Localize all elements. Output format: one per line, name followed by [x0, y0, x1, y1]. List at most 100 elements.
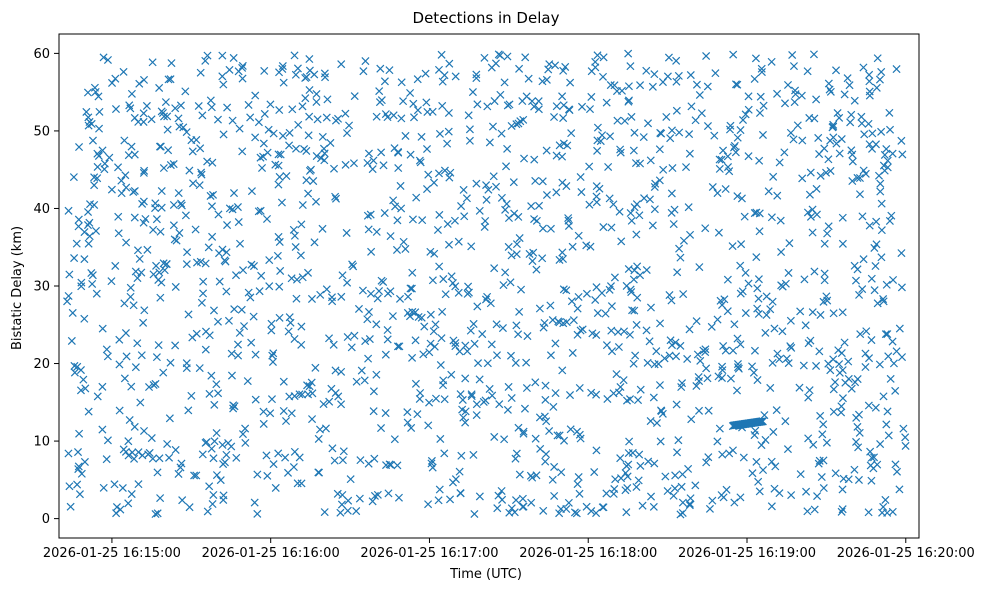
data-point [872, 83, 881, 92]
data-point [877, 253, 886, 262]
data-point [232, 453, 241, 462]
data-point [269, 129, 278, 138]
data-point [469, 319, 478, 328]
data-point [674, 71, 683, 80]
data-point [305, 86, 314, 95]
data-point [414, 312, 423, 322]
data-point [613, 116, 622, 125]
data-point [723, 163, 733, 172]
data-point [828, 123, 837, 132]
data-point [699, 346, 708, 355]
data-point [111, 261, 120, 270]
data-point [222, 287, 231, 296]
data-point [483, 102, 492, 111]
data-point [638, 501, 647, 510]
data-point [304, 131, 313, 140]
data-point [350, 92, 359, 101]
data-point [625, 395, 635, 404]
data-point [755, 156, 764, 165]
data-point [380, 209, 389, 218]
data-point [312, 89, 321, 99]
data-point [397, 114, 406, 123]
data-point [438, 101, 447, 110]
data-point [285, 392, 294, 401]
data-point [119, 67, 128, 76]
data-point [212, 471, 221, 480]
data-point [850, 465, 859, 474]
data-point [437, 334, 446, 343]
data-point [133, 246, 142, 255]
data-point [343, 278, 352, 287]
data-point [201, 259, 210, 268]
data-point [708, 182, 717, 192]
data-point [307, 294, 316, 303]
data-point [447, 370, 456, 379]
data-point [331, 116, 340, 125]
data-point [233, 340, 243, 349]
data-point [445, 59, 454, 68]
data-point [762, 310, 771, 319]
data-point [838, 239, 847, 248]
data-point [507, 394, 516, 403]
data-point [199, 277, 208, 286]
data-point [298, 200, 307, 210]
data-point [224, 316, 233, 325]
data-point [864, 401, 873, 410]
data-point [873, 54, 882, 63]
data-point [837, 408, 846, 417]
data-point [436, 361, 445, 370]
data-point [834, 346, 843, 355]
data-point [617, 86, 626, 95]
data-point [472, 74, 481, 83]
data-point [366, 210, 375, 219]
data-point [869, 453, 879, 462]
data-point [566, 425, 575, 434]
data-point [667, 341, 676, 350]
data-point [343, 332, 352, 342]
data-point [882, 144, 891, 154]
data-point [251, 350, 260, 359]
data-point [787, 491, 796, 500]
data-point [323, 95, 332, 104]
data-point [751, 426, 760, 435]
data-point [99, 53, 108, 62]
data-point [325, 334, 334, 343]
data-point [535, 413, 544, 422]
data-point [394, 164, 403, 173]
data-point [393, 342, 402, 351]
data-point [251, 91, 260, 100]
data-point [826, 366, 835, 375]
data-point [243, 377, 252, 386]
data-point [176, 101, 185, 110]
data-point [780, 99, 790, 108]
data-point [621, 469, 630, 478]
data-point [454, 288, 463, 297]
data-point [127, 382, 136, 391]
data-point [848, 157, 857, 166]
data-point [754, 275, 763, 284]
data-point [684, 203, 693, 212]
data-point [704, 453, 713, 462]
data-point [466, 326, 475, 335]
data-point [388, 312, 397, 321]
data-point [198, 450, 207, 459]
data-point [602, 489, 611, 498]
data-point [650, 459, 659, 468]
data-point [497, 193, 506, 202]
data-point [736, 126, 745, 135]
data-point [865, 140, 874, 149]
data-point [612, 370, 621, 379]
data-point [389, 196, 398, 205]
data-point [625, 437, 634, 446]
data-point [364, 307, 373, 316]
data-point [115, 360, 124, 369]
data-point [345, 121, 354, 130]
data-point [629, 275, 638, 284]
data-point [798, 136, 807, 145]
data-point [835, 360, 844, 369]
data-point [767, 457, 776, 466]
data-point [562, 286, 571, 295]
data-point [130, 150, 139, 159]
data-point [713, 315, 722, 324]
data-point [338, 271, 347, 280]
